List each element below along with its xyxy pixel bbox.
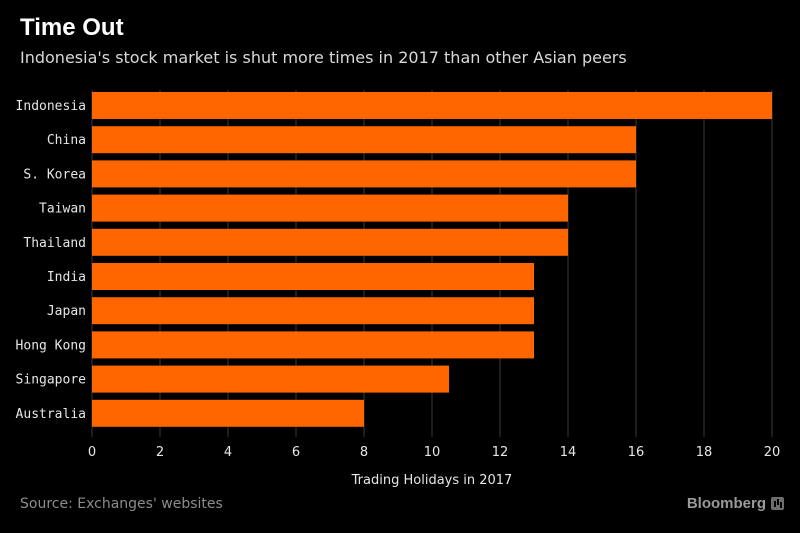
category-label: China [47,133,86,148]
bar [92,229,568,256]
category-label: Hong Kong [16,338,86,353]
x-tick-label: 10 [424,445,441,460]
category-label: Taiwan [39,202,86,217]
bloomberg-chart-icon [771,497,784,510]
x-tick-label: 4 [224,445,232,460]
bar [92,366,449,393]
x-tick-label: 14 [560,445,577,460]
category-label: Japan [47,304,86,319]
x-tick-label: 0 [88,445,96,460]
x-tick-label: 16 [628,445,645,460]
x-tick-label: 20 [764,445,781,460]
x-tick-label: 6 [292,445,300,460]
category-label: Singapore [16,373,87,388]
category-label: India [47,270,86,285]
category-label: Australia [16,407,86,422]
brand-name: Bloomberg [687,495,766,512]
bar [92,160,636,187]
bar [92,126,636,153]
category-label: Thailand [23,236,86,251]
x-tick-label: 12 [492,445,509,460]
x-tick-label: 8 [360,445,368,460]
x-axis-ticks: 0 2 4 6 8 10 12 14 16 18 20 [88,445,780,460]
bar [92,195,568,222]
x-axis-title: Trading Holidays in 2017 [351,473,513,488]
bar [92,297,534,324]
bar [92,331,534,358]
category-label: Indonesia [16,99,86,114]
bar [92,92,772,119]
source-note: Source: Exchanges' websites [20,496,223,512]
bar [92,263,534,290]
category-labels: Indonesia China S. Korea Taiwan Thailand Indi… [16,99,87,422]
x-tick-label: 18 [696,445,713,460]
bar [92,400,364,427]
x-tick-label: 2 [156,445,164,460]
category-label: S. Korea [23,167,86,182]
brand-logo: Bloomberg [687,495,784,512]
